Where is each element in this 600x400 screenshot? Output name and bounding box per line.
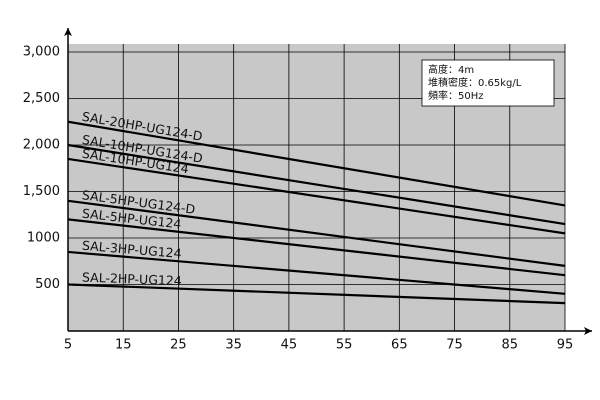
annotation: 頻率：50Hz (428, 89, 484, 102)
series-label: SAL-2HP-UG124 (82, 270, 182, 289)
line (67, 120, 566, 207)
annotation-box (421, 59, 555, 107)
x-tick-label: 55 (336, 338, 353, 353)
x-tick-label: 35 (225, 338, 242, 353)
annotation: 堆積密度：0.65kg/L (428, 76, 522, 89)
annotation: 高度：4m (428, 63, 474, 76)
x-tick-label: 5 (64, 338, 72, 353)
line (67, 143, 566, 226)
y-tick-label: 1000 (27, 231, 60, 246)
line (67, 157, 566, 235)
y-tick-label: 3,000 (23, 45, 60, 60)
x-tick-label: 85 (502, 338, 519, 353)
x-tick-label: 15 (115, 338, 132, 353)
x-tick-label: 45 (281, 338, 298, 353)
y-tick-label: 1,500 (23, 184, 60, 199)
y-tick-label: 2,000 (23, 138, 60, 153)
line (67, 250, 566, 295)
y-tick-label: 500 (35, 277, 60, 292)
x-arrow (584, 327, 592, 335)
x-tick-label: 65 (391, 338, 408, 353)
line (67, 199, 566, 267)
line (67, 283, 566, 305)
x-tick-label: 75 (446, 338, 463, 353)
x-tick-label: 95 (557, 338, 574, 353)
line (67, 218, 566, 277)
y-tick-label: 2,500 (23, 91, 60, 106)
y-arrow (64, 28, 72, 36)
x-tick-label: 25 (170, 338, 187, 353)
